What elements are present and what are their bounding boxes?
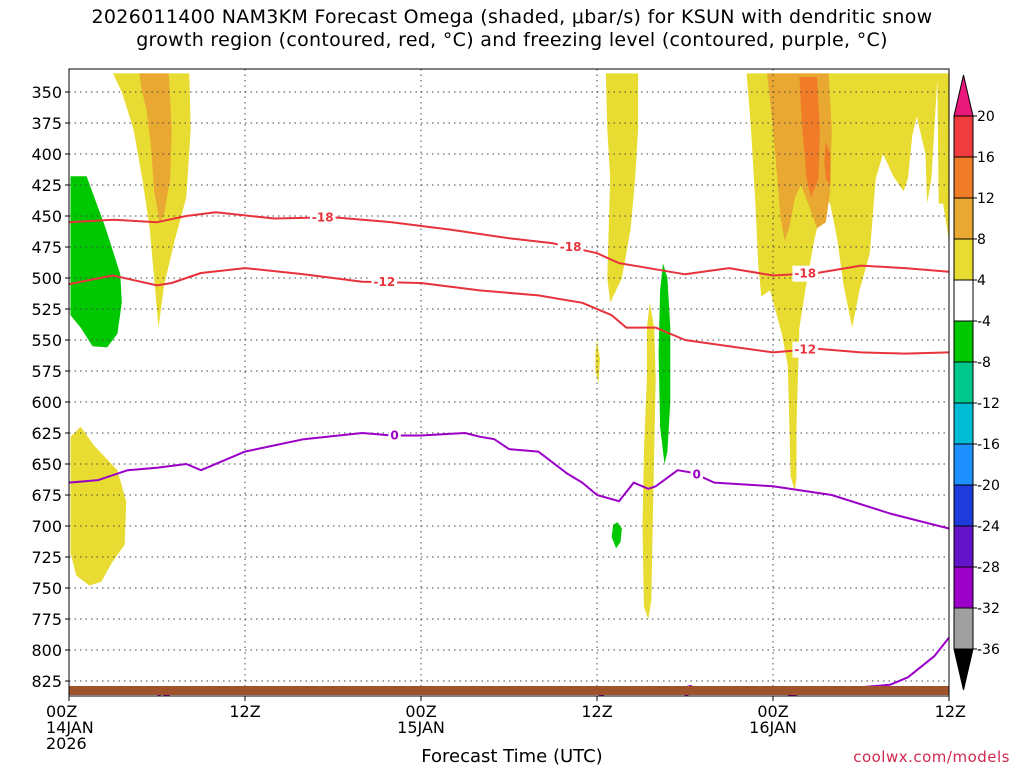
green-blob-37h xyxy=(611,522,622,549)
colorbar-label-10: -24 xyxy=(977,519,1000,535)
x-tick-label-12-1: 12Z xyxy=(229,702,260,721)
yellow-lower-0-4h xyxy=(70,426,127,586)
upward-motion-column-0-8h xyxy=(70,176,122,348)
yellow-small-36h xyxy=(595,340,600,384)
omega-shading xyxy=(70,73,949,619)
y-tick-label-350: 350 xyxy=(31,83,62,102)
terrain-strip xyxy=(69,686,949,695)
colorbar-label-11: -28 xyxy=(977,560,1000,576)
y-tick-label-725: 725 xyxy=(31,548,62,567)
colorbar-swatch-12 xyxy=(953,566,974,609)
colorbar-label-1: 16 xyxy=(977,150,995,166)
contour-0 xyxy=(69,432,949,530)
colorbar-swatch-11 xyxy=(953,525,974,568)
red-orange-core-50-51h xyxy=(799,77,820,198)
colorbar-label-9: -20 xyxy=(977,478,1000,494)
y-tick-label-500: 500 xyxy=(31,269,62,288)
colorbar-swatch-3 xyxy=(953,197,974,240)
contour-label-mask xyxy=(792,341,819,358)
y-tick-label-475: 475 xyxy=(31,238,62,257)
colorbar-swatch-8 xyxy=(953,402,974,445)
chart-title-line1: 2026011400 NAM3KM Forecast Omega (shaded… xyxy=(91,6,933,28)
colorbar-bottom-arrow xyxy=(953,648,974,691)
y-tick-label-800: 800 xyxy=(31,641,62,660)
x-tick-label-0-2: 14JAN xyxy=(46,718,94,737)
colorbar-label-12: -32 xyxy=(977,601,1000,617)
colorbar-label-6: -8 xyxy=(977,355,991,371)
colorbar-label-3: 8 xyxy=(977,232,986,248)
y-tick-label-575: 575 xyxy=(31,362,62,381)
y-tick-label-375: 375 xyxy=(31,114,62,133)
x-tick-label-24-1: 00Z xyxy=(405,702,436,721)
colorbar-swatch-1 xyxy=(953,115,974,158)
colorbar-swatch-10 xyxy=(953,484,974,527)
x-tick-label-48-1: 00Z xyxy=(757,702,788,721)
y-tick-label-425: 425 xyxy=(31,176,62,195)
y-tick-label-700: 700 xyxy=(31,517,62,536)
x-axis-title: Forecast Time (UTC) xyxy=(421,746,603,767)
contour-label--18: -18 xyxy=(312,210,334,224)
contour-label-0: 0 xyxy=(390,428,398,442)
red-orange-small-52h xyxy=(824,141,831,185)
plot-frame xyxy=(68,68,950,697)
colorbar-label-0: 20 xyxy=(977,109,995,125)
contour-label--12: -12 xyxy=(794,343,816,357)
colorbar-top-arrow xyxy=(953,74,974,117)
x-tick-label-0-3: 2026 xyxy=(46,734,87,753)
x-tick-label-60-1: 12Z xyxy=(935,702,966,721)
contour-label-mask xyxy=(792,265,819,282)
colorbar-label-13: -36 xyxy=(977,642,1000,658)
colorbar-label-4: 4 xyxy=(977,273,986,289)
colorbar-swatch-5 xyxy=(953,279,974,322)
y-tick-label-650: 650 xyxy=(31,455,62,474)
colorbar-label-8: -16 xyxy=(977,437,1000,453)
contour-label-mask xyxy=(557,239,584,256)
contour-label-0: 0 xyxy=(693,468,701,482)
contour-label-mask xyxy=(690,466,703,483)
y-tick-label-525: 525 xyxy=(31,300,62,319)
contour-layer: -18 -18 -18 -12 -12 0 0 xyxy=(69,209,949,696)
contour-label-mask xyxy=(388,427,401,444)
green-streak-40-41h xyxy=(658,263,671,464)
x-tick-label-48-2: 16JAN xyxy=(749,718,797,737)
colorbar-swatch-9 xyxy=(953,443,974,486)
contour-label--18: -18 xyxy=(794,267,816,281)
contour-label-mask xyxy=(371,274,398,291)
y-tick-label-450: 450 xyxy=(31,207,62,226)
colorbar-label-7: -12 xyxy=(977,396,1000,412)
contour-label--12: -12 xyxy=(373,275,395,289)
colorbar-swatch-6 xyxy=(953,320,974,363)
grid-lines xyxy=(69,69,949,696)
y-tick-label-625: 625 xyxy=(31,424,62,443)
yellow-streak-39-41h xyxy=(642,302,656,619)
y-axis: 350 375 400 425 450 475 500 525 550 575 600 625 650 6… xyxy=(31,83,69,691)
x-tick-label-24-2: 15JAN xyxy=(397,718,445,737)
chart-title-line2: growth region (contoured, red, °C) and f… xyxy=(136,29,888,51)
y-tick-label-750: 750 xyxy=(31,579,62,598)
y-tick-label-775: 775 xyxy=(31,610,62,629)
x-tick-label-0-1: 00Z xyxy=(46,702,77,721)
credit-text: coolwx.com/models xyxy=(853,748,1010,766)
colorbar-label-5: -4 xyxy=(977,314,991,330)
x-tick-label-36-1: 12Z xyxy=(581,702,612,721)
colorbar-label-2: 12 xyxy=(977,191,995,207)
y-tick-label-825: 825 xyxy=(31,672,62,691)
yellow-band-37-40h xyxy=(605,73,639,303)
contour-label-mask xyxy=(309,209,336,226)
contour-label--18: -18 xyxy=(560,240,582,254)
colorbar-swatch-4 xyxy=(953,238,974,281)
y-tick-label-550: 550 xyxy=(31,331,62,350)
colorbar: 20 16 12 8 4 -4 -8 -12 -16 -20 -24 -28 -32 -36 xyxy=(953,74,1000,691)
y-tick-label-400: 400 xyxy=(31,145,62,164)
colorbar-swatch-13 xyxy=(953,607,974,650)
colorbar-swatch-2 xyxy=(953,156,974,199)
colorbar-swatch-7 xyxy=(953,361,974,404)
y-tick-label-675: 675 xyxy=(31,486,62,505)
y-tick-label-600: 600 xyxy=(31,393,62,412)
